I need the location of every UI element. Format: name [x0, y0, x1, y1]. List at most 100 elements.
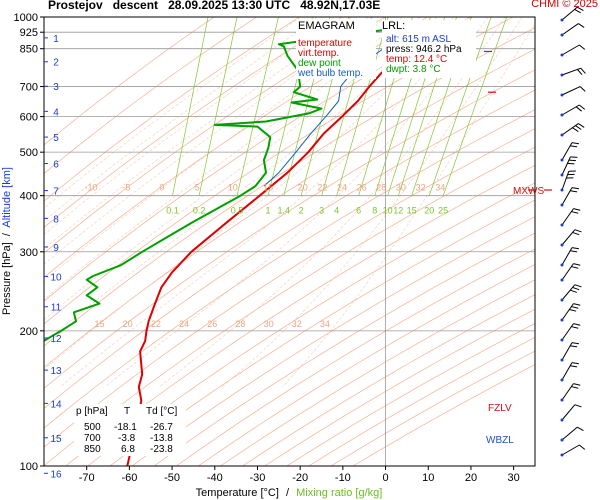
moist-adiabat-line — [221, 17, 523, 388]
altitude-tick-label: 5 — [53, 133, 59, 144]
wind-barb-staff — [561, 104, 580, 116]
mixing-ratio-label: 8 — [372, 206, 377, 216]
x-axis-label: Temperature [°C] / Mixing ratio [g/kg] — [196, 487, 383, 499]
mixing-ratio-label: 25 — [438, 206, 448, 216]
table-cell: -23.8 — [150, 444, 173, 455]
moist-adiabat-line — [44, 17, 301, 209]
wind-barb-feather — [573, 383, 581, 386]
adiabat-label: 20 — [123, 319, 133, 329]
wind-barb-feather — [570, 145, 578, 148]
wind-barb-feather — [573, 323, 581, 326]
pressure-tick-label: 925 — [20, 27, 38, 39]
altitude-tick-label: 16 — [50, 469, 62, 480]
mixing-ratio-label: 10 — [383, 206, 393, 216]
altitude-tick-label: 15 — [50, 434, 62, 445]
dry-adiabat-line — [44, 128, 535, 448]
mixing-ratio-line — [172, 17, 209, 196]
legend-item-virt-temp: virt.temp. — [298, 48, 340, 59]
altitude-tick-label: 2 — [53, 58, 59, 69]
adiabat-label: -5 — [122, 183, 130, 193]
adiabat-label: 32 — [292, 319, 302, 329]
wind-barb-staff — [561, 362, 573, 381]
mixing-ratio-line — [428, 17, 492, 196]
wind-barb-feather — [571, 386, 579, 389]
adiabat-label: 28 — [235, 319, 245, 329]
pressure-tick-label: 100 — [20, 461, 38, 473]
mxws-label: MXWS — [513, 186, 544, 197]
wind-barb-staff — [561, 86, 581, 96]
wind-barb-feather — [573, 303, 581, 306]
mixing-ratio-label: 4 — [334, 206, 339, 216]
wind-barb-feather — [571, 247, 579, 250]
wind-barb-feather — [571, 342, 579, 345]
temperature-tick-label: -10 — [335, 472, 351, 484]
axis-ticks: 0.1 0.2 0.5 1 1.4 2 3 4 6 8 10 12 15 20 25100200300400… — [14, 12, 520, 484]
wind-barb-feather — [578, 23, 585, 28]
wind-barb-feather — [571, 362, 579, 365]
wind-barb-staff — [561, 444, 580, 456]
altitude-tick-label: 7 — [53, 187, 59, 198]
mixing-ratio-label: 15 — [407, 206, 417, 216]
legend: EMAGRAM temperature virt.temp. dew point… — [296, 19, 376, 79]
table-cell: -13.8 — [150, 433, 173, 444]
level-table: p [hPa] T Td [°C] 500 -18.1 -26.7 700 -3… — [74, 404, 186, 456]
wind-barb-staff — [561, 67, 581, 76]
pressure-tick-label: 400 — [20, 191, 38, 203]
sounding-mode: descent — [112, 0, 159, 12]
moist-adiabat-line — [44, 17, 403, 300]
wind-barb-dot — [560, 318, 564, 322]
dry-adiabat-line — [44, 146, 535, 466]
wind-barb-feather — [574, 9, 581, 14]
wind-barb-dot — [560, 298, 564, 302]
wind-barb-feather — [580, 67, 586, 74]
wind-barb-dot — [560, 53, 564, 57]
wind-barb-dot — [560, 338, 564, 342]
lrl-dewpoint: dwpt: 3.8 °C — [386, 64, 441, 75]
plot-frame — [43, 16, 536, 467]
wind-barb-dot — [560, 203, 564, 207]
temperature-tick-label: -30 — [250, 472, 266, 484]
wind-barb-feather — [577, 69, 583, 75]
legend-item-dew-point: dew point — [298, 58, 341, 69]
wind-barb-feather — [577, 426, 584, 431]
wind-barb-staff — [561, 426, 578, 441]
mixing-ratio-label: 0.2 — [193, 206, 206, 216]
dry-adiabat-line — [198, 264, 535, 466]
wind-barb-dot — [560, 173, 564, 177]
altitude-tick-label: 12 — [50, 334, 62, 345]
wind-barb-feather — [573, 208, 581, 211]
wind-barb-feather — [572, 231, 580, 236]
wind-barb-dot — [560, 438, 564, 442]
legend-title: EMAGRAM — [298, 20, 355, 32]
adiabat-label: 5 — [195, 183, 200, 193]
adiabat-label: 24 — [337, 183, 347, 193]
wind-barb-staff — [561, 383, 574, 401]
wind-barb-feather — [571, 326, 579, 329]
wind-barb-dot — [560, 18, 564, 22]
mixing-ratio-label: 12 — [393, 206, 403, 216]
y-axis-label: Pressure [hPa] / Altitude [km] — [1, 167, 13, 315]
moist-adiabat-line — [159, 17, 506, 388]
mixing-ratio-line — [442, 17, 508, 196]
wind-barb-feather — [575, 106, 582, 112]
mixing-ratio-label: 20 — [424, 206, 434, 216]
lrl-temperature: temp: 12.4 °C — [386, 54, 448, 65]
dry-adiabat-line — [44, 69, 535, 389]
adiabat-label: 20 — [298, 183, 308, 193]
dry-adiabat-line — [220, 279, 535, 466]
dry-adiabat-line — [131, 216, 535, 466]
altitude-tick-label: 13 — [50, 366, 62, 377]
temperature-tick-label: -20 — [292, 472, 308, 484]
moist-adiabat-line — [60, 17, 472, 388]
wind-barb-feather — [571, 142, 579, 145]
adiabat-label: 34 — [435, 183, 445, 193]
pressure-tick-label: 500 — [20, 147, 38, 159]
table-cell: -18.1 — [114, 422, 137, 433]
wind-barb-feather — [574, 284, 582, 288]
wind-barb-staff — [561, 323, 574, 341]
dry-adiabat-line — [87, 182, 535, 466]
wbzl-label: WBZL — [486, 435, 514, 446]
wind-barb-dot — [560, 243, 564, 247]
wind-barb-staff — [561, 284, 576, 301]
